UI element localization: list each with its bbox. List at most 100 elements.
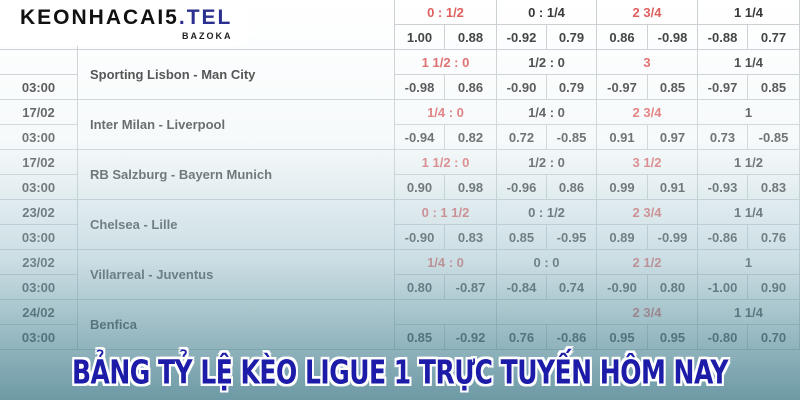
odds-value[interactable]: -0.92 <box>497 25 547 50</box>
handicap-line: 1 <box>698 250 800 275</box>
handicap-line: 3 1/2 <box>597 150 698 175</box>
match-name[interactable]: RB Salzburg - Bayern Munich <box>78 150 395 200</box>
match-time: 03:00 <box>0 325 78 350</box>
handicap-line: 1 1/4 <box>698 50 800 75</box>
match-name[interactable]: Inter Milan - Liverpool <box>78 100 395 150</box>
odds-value[interactable]: 0.86 <box>547 175 597 200</box>
match-name[interactable]: Chelsea - Lille <box>78 200 395 250</box>
handicap-line: 1 1/4 <box>698 0 800 25</box>
handicap-line <box>497 300 597 325</box>
match-date <box>0 50 78 75</box>
odds-value[interactable]: 0.90 <box>395 175 445 200</box>
odds-value[interactable]: -0.84 <box>497 275 547 300</box>
logo-subtitle: BAZOKA <box>182 31 233 41</box>
handicap-line: 1 1/2 : 0 <box>395 150 497 175</box>
handicap-line <box>395 300 497 325</box>
logo-tld: .TEL <box>178 6 233 29</box>
odds-value[interactable]: 0.76 <box>748 225 800 250</box>
handicap-line: 1 1/4 <box>698 200 800 225</box>
odds-value[interactable]: -0.86 <box>547 325 597 350</box>
odds-value[interactable]: -0.90 <box>395 225 445 250</box>
match-date: 23/02 <box>0 200 78 225</box>
odds-value[interactable]: -0.95 <box>547 225 597 250</box>
match-name[interactable]: Villarreal - Juventus <box>78 250 395 300</box>
odds-value[interactable]: -0.90 <box>497 75 547 100</box>
handicap-line: 1/4 : 0 <box>395 100 497 125</box>
odds-value[interactable]: 0.76 <box>497 325 547 350</box>
odds-value[interactable]: 0.89 <box>597 225 648 250</box>
handicap-line: 0 : 1/4 <box>497 0 597 25</box>
odds-value[interactable]: 0.77 <box>748 25 800 50</box>
odds-value[interactable]: -0.94 <box>395 125 445 150</box>
odds-value[interactable]: 0.72 <box>497 125 547 150</box>
odds-value[interactable]: 0.74 <box>547 275 597 300</box>
odds-value[interactable]: 0.98 <box>445 175 497 200</box>
match-name[interactable]: Sporting Lisbon - Man City <box>78 50 395 100</box>
odds-value[interactable]: 0.97 <box>648 125 698 150</box>
odds-value[interactable]: -0.80 <box>698 325 748 350</box>
odds-value[interactable]: -0.97 <box>597 75 648 100</box>
odds-value[interactable]: 0.73 <box>698 125 748 150</box>
odds-value[interactable]: -0.86 <box>698 225 748 250</box>
odds-value[interactable]: 0.85 <box>748 75 800 100</box>
handicap-line: 1 <box>698 100 800 125</box>
odds-value[interactable]: 0.80 <box>648 275 698 300</box>
site-logo[interactable]: KEONHACAI5.TEL BAZOKA <box>0 0 250 46</box>
odds-value[interactable]: 0.86 <box>597 25 648 50</box>
match-time: 03:00 <box>0 175 78 200</box>
odds-value[interactable]: 0.86 <box>445 75 497 100</box>
odds-value[interactable]: 0.70 <box>748 325 800 350</box>
handicap-line: 2 3/4 <box>597 300 698 325</box>
match-time: 03:00 <box>0 275 78 300</box>
odds-value[interactable]: -0.97 <box>698 75 748 100</box>
odds-value[interactable]: 0.95 <box>597 325 648 350</box>
handicap-line: 0 : 1/2 <box>395 0 497 25</box>
odds-value[interactable]: 0.85 <box>648 75 698 100</box>
odds-value[interactable]: 0.85 <box>395 325 445 350</box>
odds-value[interactable]: 0.83 <box>445 225 497 250</box>
odds-value[interactable]: -0.98 <box>648 25 698 50</box>
odds-value[interactable]: 0.79 <box>547 25 597 50</box>
odds-value[interactable]: -0.92 <box>445 325 497 350</box>
handicap-line: 1 1/2 <box>698 150 800 175</box>
match-date: 17/02 <box>0 100 78 125</box>
odds-value[interactable]: 0.99 <box>597 175 648 200</box>
odds-value[interactable]: -0.90 <box>597 275 648 300</box>
handicap-line: 1 1/4 <box>698 300 800 325</box>
odds-value[interactable]: 0.85 <box>497 225 547 250</box>
match-name[interactable]: Benfica <box>78 300 395 350</box>
odds-value[interactable]: 0.82 <box>445 125 497 150</box>
odds-value[interactable]: 0.88 <box>445 25 497 50</box>
handicap-line: 2 1/2 <box>597 250 698 275</box>
page-title: BẢNG TỶ LỆ KÈO LIGUE 1 TRỰC TUYẾN HÔM NA… <box>71 353 729 392</box>
odds-value[interactable]: 0.91 <box>648 175 698 200</box>
odds-value[interactable]: 0.79 <box>547 75 597 100</box>
odds-value[interactable]: -0.85 <box>547 125 597 150</box>
odds-value[interactable]: 1.00 <box>395 25 445 50</box>
odds-value[interactable]: 0.91 <box>597 125 648 150</box>
handicap-line: 2 3/4 <box>597 0 698 25</box>
odds-value[interactable]: -0.96 <box>497 175 547 200</box>
match-time: 03:00 <box>0 75 78 100</box>
odds-value[interactable]: 0.80 <box>395 275 445 300</box>
handicap-line: 0 : 1/2 <box>497 200 597 225</box>
match-time: 03:00 <box>0 125 78 150</box>
odds-value[interactable]: -0.99 <box>648 225 698 250</box>
odds-value[interactable]: 0.95 <box>648 325 698 350</box>
handicap-line: 1/4 : 0 <box>395 250 497 275</box>
odds-value[interactable]: -0.93 <box>698 175 748 200</box>
match-date: 24/02 <box>0 300 78 325</box>
odds-value[interactable]: 0.90 <box>748 275 800 300</box>
handicap-line: 3 <box>597 50 698 75</box>
match-time: 03:00 <box>0 225 78 250</box>
odds-value[interactable]: 0.83 <box>748 175 800 200</box>
odds-table: 0 : 1/2 0 : 1/4 2 3/4 1 1/4 1.00 0.88 -0.92 0.7… <box>0 0 800 350</box>
odds-value[interactable]: -0.85 <box>748 125 800 150</box>
handicap-line: 1/2 : 0 <box>497 50 597 75</box>
match-date: 23/02 <box>0 250 78 275</box>
odds-value[interactable]: -1.00 <box>698 275 748 300</box>
odds-value[interactable]: -0.98 <box>395 75 445 100</box>
logo-text: KEONHACAI5 <box>20 6 179 29</box>
odds-value[interactable]: -0.88 <box>698 25 748 50</box>
odds-value[interactable]: -0.87 <box>445 275 497 300</box>
